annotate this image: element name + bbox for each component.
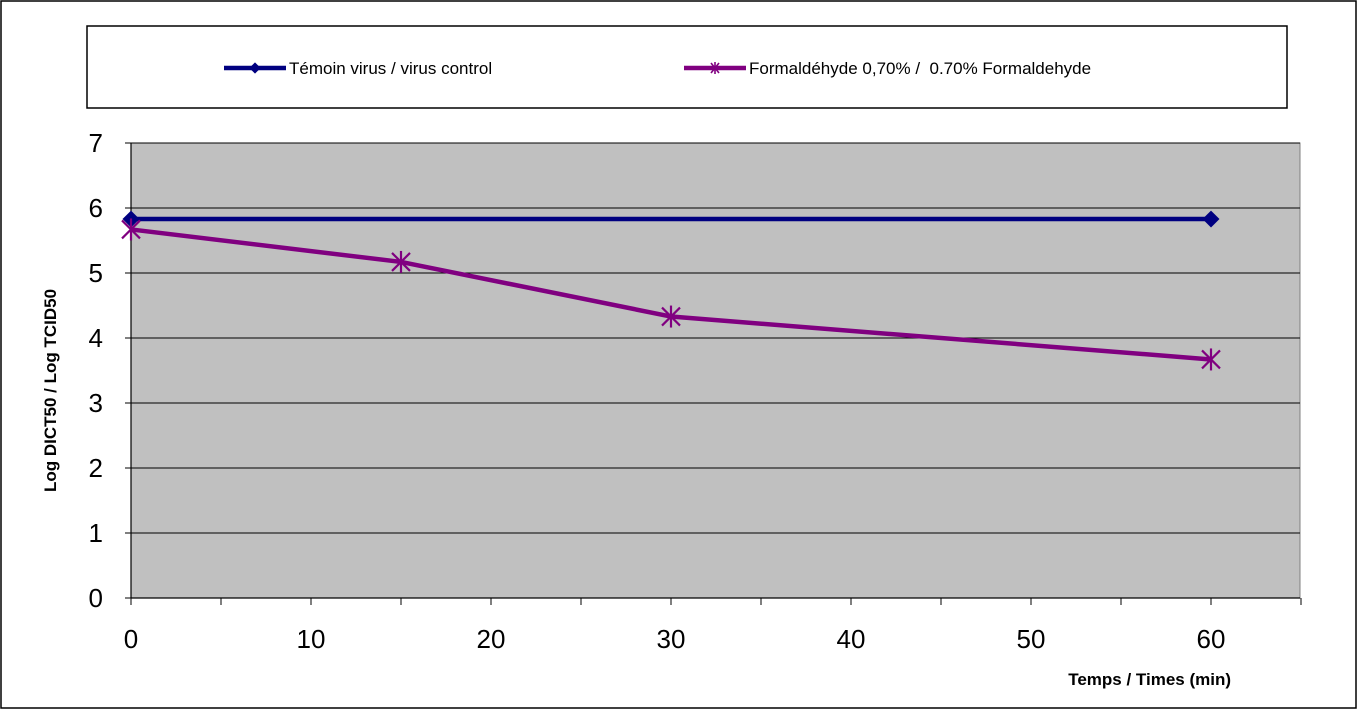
point-s2-3 — [1201, 348, 1221, 371]
legend-label-2: Formaldéhyde 0,70% / 0.70% Formaldehyde — [749, 59, 1091, 78]
x-tick-label-20: 20 — [477, 624, 506, 654]
y-tick-label-5: 5 — [89, 258, 103, 288]
tick-labels: 0 1 2 3 4 5 6 7 0 10 20 30 40 50 60 — [89, 128, 1226, 654]
legend-entry-2: Formaldéhyde 0,70% / 0.70% Formaldehyde — [684, 59, 1091, 78]
legend-marker-2 — [710, 62, 720, 74]
x-axis-title: Temps / Times (min) — [1068, 670, 1231, 689]
x-tick-label-10: 10 — [297, 624, 326, 654]
x-tick-label-40: 40 — [837, 624, 866, 654]
series — [121, 210, 1221, 371]
point-s2-0 — [121, 218, 141, 241]
gridlines — [131, 142, 1300, 534]
point-s2-1 — [391, 250, 411, 273]
x-tick-label-30: 30 — [657, 624, 686, 654]
legend: Témoin virus / virus control Formaldéhyd… — [86, 25, 1288, 109]
y-tick-label-0: 0 — [89, 583, 103, 613]
legend-entry-1: Témoin virus / virus control — [224, 59, 492, 78]
series-line-2 — [130, 227, 1212, 362]
point-s2-2 — [661, 305, 681, 328]
legend-label-1: Témoin virus / virus control — [289, 59, 492, 78]
y-axis-title: Log DICT50 / Log TCID50 — [41, 289, 60, 492]
x-tick-label-0: 0 — [124, 624, 138, 654]
y-tick-label-6: 6 — [89, 193, 103, 223]
y-tick-label-3: 3 — [89, 388, 103, 418]
y-tick-label-1: 1 — [89, 518, 103, 548]
x-tick-label-60: 60 — [1197, 624, 1226, 654]
y-tick-label-2: 2 — [89, 453, 103, 483]
y-tick-label-4: 4 — [89, 323, 103, 353]
y-tick-label-7: 7 — [89, 128, 103, 158]
plot-area — [130, 142, 1301, 599]
x-tick-label-50: 50 — [1017, 624, 1046, 654]
